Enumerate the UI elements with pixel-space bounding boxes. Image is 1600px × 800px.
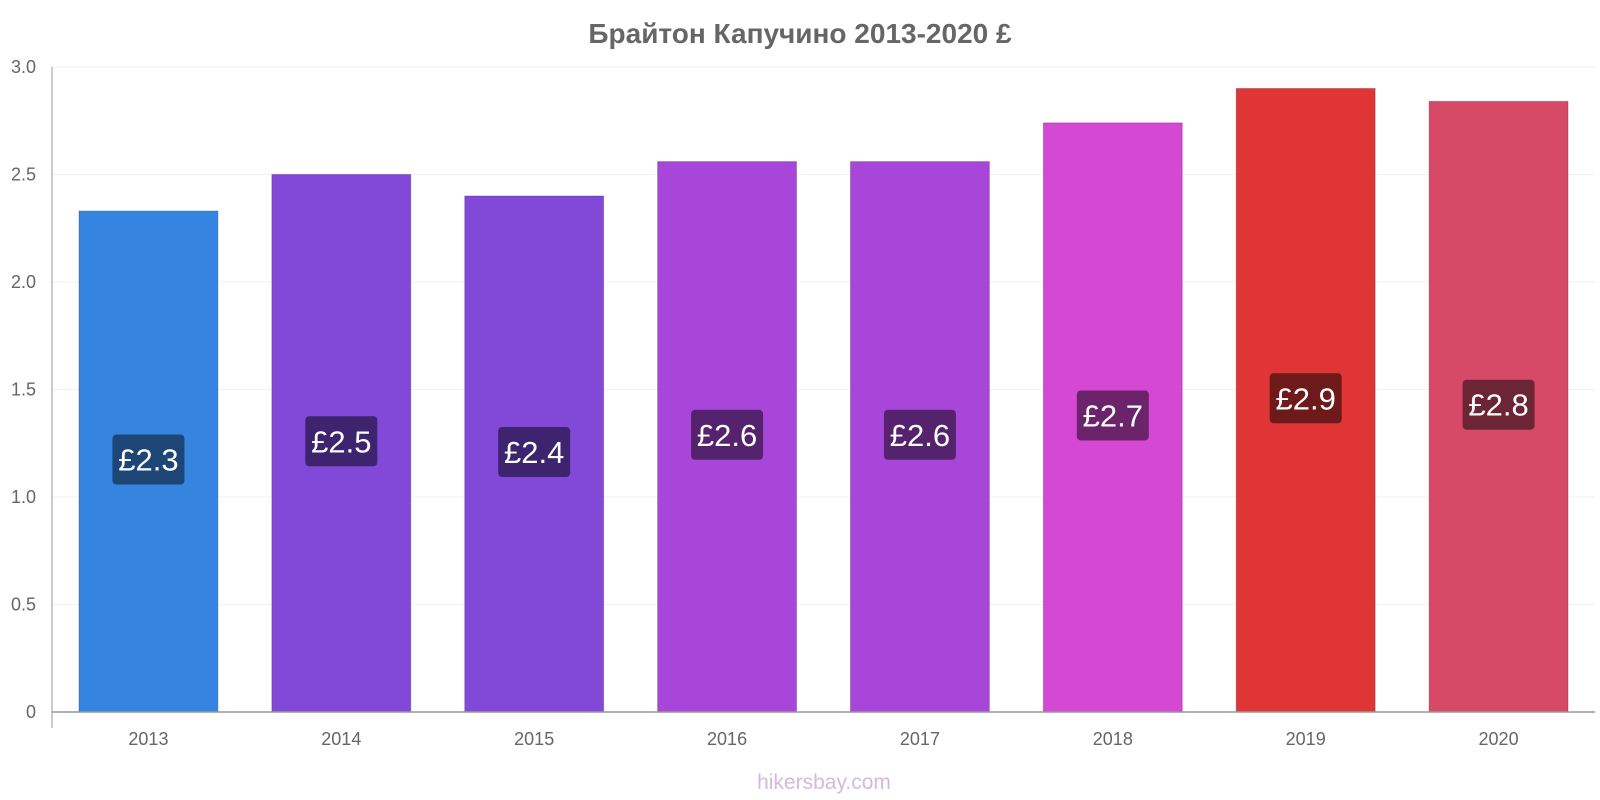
data-label: £2.9: [1276, 381, 1336, 416]
data-label: £2.6: [697, 418, 757, 453]
x-tick-label: 2016: [707, 729, 747, 749]
data-label-box: [112, 434, 185, 485]
data-label: £2.8: [1468, 388, 1528, 423]
y-tick-label: 2.5: [11, 165, 36, 185]
x-tick-label: 2015: [514, 729, 554, 749]
chart-title: Брайтон Капучино 2013-2020 £: [588, 18, 1012, 49]
x-tick-label: 2020: [1479, 729, 1519, 749]
data-label-box: [1269, 373, 1342, 424]
data-label-box: [1462, 379, 1535, 430]
data-label: £2.6: [890, 418, 950, 453]
x-tick-label: 2013: [128, 729, 168, 749]
y-tick-label: 0.5: [11, 595, 36, 615]
watermark: hikersbay.com: [757, 771, 891, 794]
x-tick-label: 2014: [321, 729, 361, 749]
data-label: £2.5: [311, 424, 371, 459]
x-axis: 2013 2014 2015 2016 2017 2018 2019 2020: [52, 711, 1595, 749]
y-tick-label: 3.0: [11, 57, 36, 77]
data-label-box: [883, 409, 956, 460]
data-labels: £2.3 £2.5 £2.4 £2.6 £2.6 £2.7 £2.9 £2.8: [112, 373, 1535, 485]
y-tick-label: 1.0: [11, 487, 36, 507]
data-label: £2.3: [118, 443, 178, 478]
bars: [78, 88, 1569, 713]
data-label-box: [498, 427, 571, 477]
y-tick-label: 0: [26, 702, 36, 722]
x-tick-label: 2017: [900, 729, 940, 749]
y-axis: 0 0.5 1.0 1.5 2.0 2.5 3.0: [11, 57, 53, 728]
data-label-box: [1076, 390, 1149, 441]
x-tick-label: 2018: [1093, 729, 1133, 749]
data-label-box: [305, 416, 378, 467]
y-tick-label: 2.0: [11, 272, 36, 292]
data-label: £2.4: [504, 435, 564, 470]
y-tick-label: 1.5: [11, 380, 36, 400]
data-label: £2.7: [1083, 398, 1143, 433]
x-tick-label: 2019: [1286, 729, 1326, 749]
data-label-box: [691, 409, 764, 460]
